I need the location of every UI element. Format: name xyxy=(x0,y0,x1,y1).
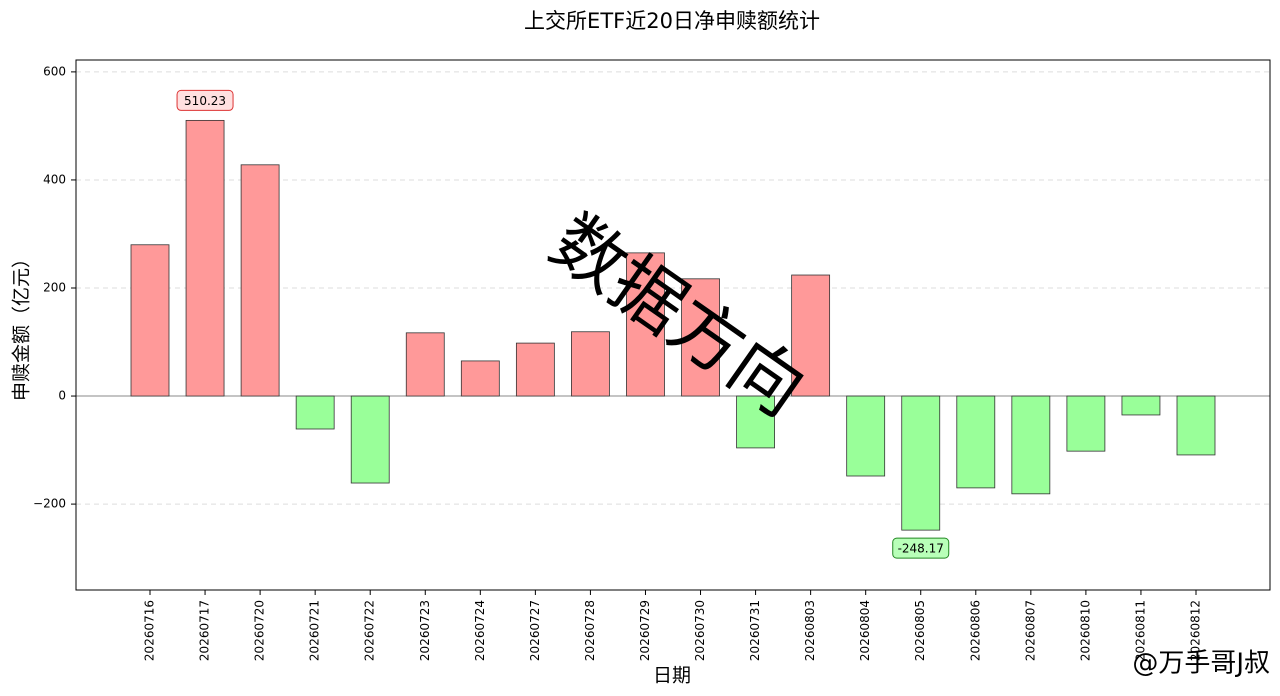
x-tick-label: 20260729 xyxy=(638,600,652,661)
x-tick-label: 20260807 xyxy=(1023,600,1037,661)
x-tick-label: 20260806 xyxy=(968,600,982,661)
annotation-box xyxy=(892,537,950,559)
bar xyxy=(350,395,390,484)
bar xyxy=(1011,395,1051,495)
bar xyxy=(626,252,665,397)
bar xyxy=(185,119,225,397)
bar xyxy=(791,274,831,397)
data-label: 510.23 xyxy=(184,94,226,108)
bar xyxy=(1176,395,1216,456)
x-tick-label: 20260803 xyxy=(803,600,817,661)
x-tick-label: 20260721 xyxy=(308,600,322,661)
bar xyxy=(130,244,170,397)
x-tick-label: 20260812 xyxy=(1189,600,1203,661)
bar xyxy=(1121,395,1161,416)
x-tick-label: 20260727 xyxy=(528,600,542,661)
credit: @万手哥J叔 xyxy=(1132,649,1270,679)
x-tick-label: 20260724 xyxy=(473,600,487,661)
bar xyxy=(240,164,280,397)
bar xyxy=(901,395,941,531)
y-tick-label: −200 xyxy=(33,497,66,511)
x-tick-label: 20260723 xyxy=(418,600,432,661)
y-tick-label: 600 xyxy=(43,64,66,78)
y-tick-label: 0 xyxy=(58,389,66,403)
x-tick-label: 20260731 xyxy=(748,600,762,661)
bar xyxy=(405,332,445,397)
x-tick-label: 20260716 xyxy=(143,600,157,661)
bar xyxy=(1066,395,1106,452)
y-tick-label: 200 xyxy=(43,280,66,294)
x-tick-label: 20260804 xyxy=(858,600,872,661)
plot-frame xyxy=(75,59,1271,591)
x-tick-label: 20260717 xyxy=(198,600,212,661)
x-tick-label: 20260722 xyxy=(363,600,377,661)
bar xyxy=(681,278,720,397)
x-axis-label: 日期 xyxy=(653,665,691,687)
data-label: -248.17 xyxy=(898,542,944,556)
annotation-box xyxy=(176,89,234,111)
x-tick-label: 20260728 xyxy=(583,600,597,661)
x-tick-label: 20260810 xyxy=(1078,600,1092,661)
bar xyxy=(956,395,996,489)
x-tick-label: 20260811 xyxy=(1133,600,1147,661)
bar xyxy=(846,395,886,477)
bar xyxy=(295,395,335,430)
bar xyxy=(571,331,610,397)
y-tick-label: 400 xyxy=(43,172,66,186)
bar xyxy=(460,360,500,397)
x-tick-label: 20260730 xyxy=(693,600,707,661)
chart-title: 上交所ETF近20日净申赎额统计 xyxy=(524,9,820,33)
x-tick-label: 20260805 xyxy=(913,600,927,661)
y-axis-label: 申赎金额（亿元） xyxy=(11,249,33,401)
x-tick-label: 20260720 xyxy=(253,600,267,661)
bar xyxy=(736,395,775,449)
bar xyxy=(515,342,555,397)
